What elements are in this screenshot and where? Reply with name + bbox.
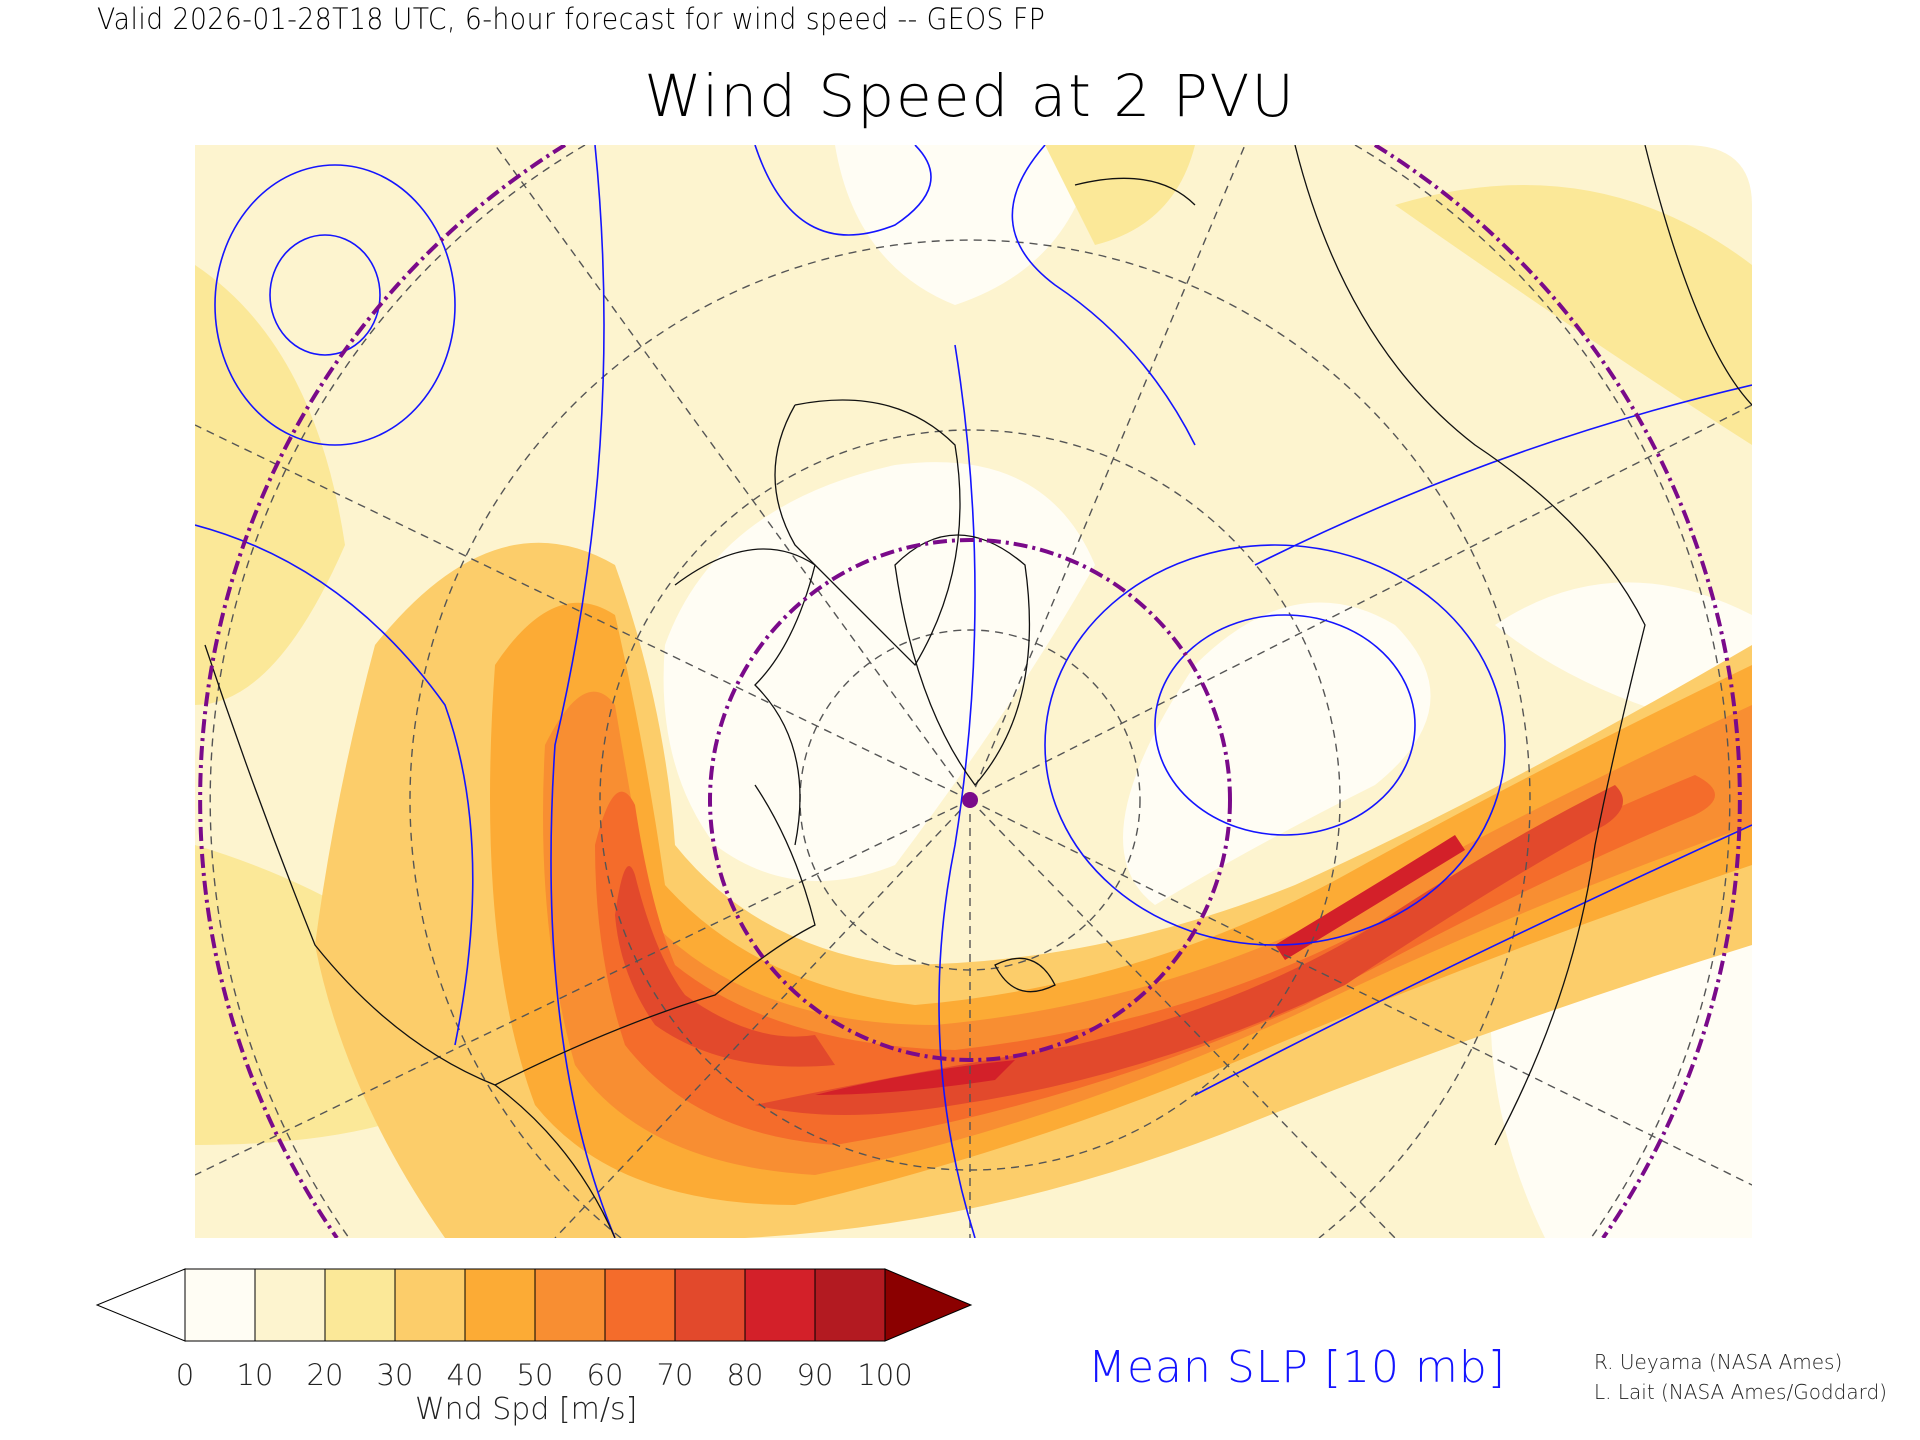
credit-line-1: R. Ueyama (NASA Ames) bbox=[1594, 1350, 1843, 1374]
colorbar-tick-label: 80 bbox=[726, 1358, 764, 1392]
colorbar-bin bbox=[534, 1268, 606, 1342]
colorbar-extend-low bbox=[95, 1268, 186, 1342]
colorbar-tick-label: 20 bbox=[306, 1358, 344, 1392]
slp-contours bbox=[195, 145, 1752, 1238]
credit-line-2: L. Lait (NASA Ames/Goddard) bbox=[1594, 1380, 1887, 1404]
colorbar-tick-label: 50 bbox=[516, 1358, 554, 1392]
colorbar-tick-label: 90 bbox=[796, 1358, 834, 1392]
valid-time-header: Valid 2026-01-28T18 UTC, 6-hour forecast… bbox=[97, 2, 1046, 36]
colorbar-bin bbox=[254, 1268, 326, 1342]
colorbar-label: Wnd Spd [m/s] bbox=[415, 1392, 638, 1427]
colorbar-tick-label: 0 bbox=[175, 1358, 195, 1392]
wind-speed-map bbox=[195, 145, 1752, 1238]
coastlines bbox=[204, 145, 1752, 1238]
colorbar-bin bbox=[744, 1268, 816, 1342]
colorbar-tick-label: 30 bbox=[376, 1358, 414, 1392]
chart-title: Wind Speed at 2 PVU bbox=[644, 62, 1296, 130]
colorbar-tick-label: 60 bbox=[586, 1358, 624, 1392]
pole-marker bbox=[962, 792, 978, 808]
colorbar bbox=[95, 1268, 973, 1342]
colorbar-tick-label: 10 bbox=[236, 1358, 274, 1392]
colorbar-bin bbox=[674, 1268, 746, 1342]
colorbar-extend-high bbox=[884, 1268, 973, 1342]
colorbar-tick-label: 70 bbox=[656, 1358, 694, 1392]
purple-reference-circles bbox=[198, 145, 1742, 1238]
moderate-wind-regions bbox=[195, 145, 1752, 1145]
colorbar-tick-label: 40 bbox=[446, 1358, 484, 1392]
colorbar-tick-label: 100 bbox=[857, 1358, 913, 1392]
jet-band-60 bbox=[595, 775, 1715, 1145]
colorbar-bin bbox=[394, 1268, 466, 1342]
slp-overlay-label: Mean SLP [10 mb] bbox=[1088, 1342, 1506, 1393]
colorbar-bin bbox=[464, 1268, 536, 1342]
colorbar-bin bbox=[604, 1268, 676, 1342]
colorbar-bin bbox=[814, 1268, 886, 1342]
colorbar-bin bbox=[324, 1268, 396, 1342]
colorbar-bin bbox=[184, 1268, 256, 1342]
